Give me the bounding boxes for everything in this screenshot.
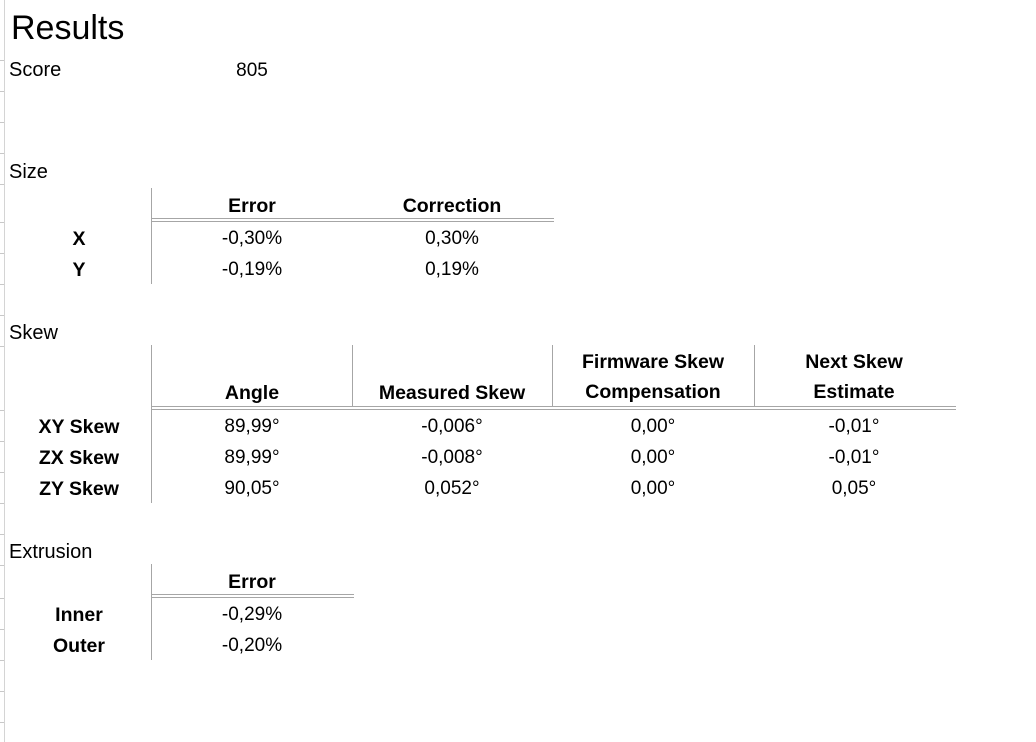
skew-header-firmware-line2: Compensation xyxy=(585,381,721,403)
row-divider xyxy=(0,534,4,535)
row-divider xyxy=(0,184,4,185)
row-divider xyxy=(0,284,4,285)
skew-next-cell[interactable]: 0,05° xyxy=(831,478,877,499)
skew-header-firmware-line1: Firmware Skew xyxy=(582,351,724,373)
skew-measured-cell[interactable]: -0,006° xyxy=(421,416,483,437)
skew-section-label: Skew xyxy=(9,322,58,344)
column-border xyxy=(552,345,553,407)
skew-header-measured: Measured Skew xyxy=(378,382,526,404)
skew-next-cell[interactable]: -0,01° xyxy=(828,447,880,468)
skew-row-label: ZX Skew xyxy=(38,447,120,469)
extrusion-row-label-inner: Inner xyxy=(55,604,103,626)
row-divider xyxy=(0,503,4,504)
skew-angle-cell[interactable]: 89,99° xyxy=(224,416,280,437)
column-border xyxy=(754,345,755,407)
score-label: Score xyxy=(9,59,62,81)
skew-header-next-line1: Next Skew xyxy=(805,351,903,373)
size-row-label-x: X xyxy=(72,228,86,250)
row-divider xyxy=(0,598,4,599)
skew-next-cell[interactable]: -0,01° xyxy=(828,416,880,437)
header-underline xyxy=(152,594,354,598)
page-title: Results xyxy=(11,9,125,47)
skew-firmware-cell[interactable]: 0,00° xyxy=(630,478,676,499)
row-divider xyxy=(0,222,4,223)
row-divider xyxy=(0,565,4,566)
size-section-label: Size xyxy=(9,161,48,183)
skew-firmware-cell[interactable]: 0,00° xyxy=(630,447,676,468)
score-value[interactable]: 805 xyxy=(236,60,268,81)
row-header-gutter xyxy=(0,0,5,742)
row-divider xyxy=(0,660,4,661)
row-divider xyxy=(0,253,4,254)
header-underline xyxy=(152,218,554,222)
row-divider xyxy=(0,629,4,630)
header-underline xyxy=(152,406,956,410)
size-x-correction[interactable]: 0,30% xyxy=(425,228,479,249)
row-divider xyxy=(0,122,4,123)
size-y-error[interactable]: -0,19% xyxy=(221,259,283,280)
row-divider xyxy=(0,153,4,154)
row-divider xyxy=(0,410,4,411)
extrusion-row-label-outer: Outer xyxy=(52,635,105,657)
skew-row-label: XY Skew xyxy=(38,416,120,438)
skew-header-angle: Angle xyxy=(224,382,280,404)
row-divider xyxy=(0,60,4,61)
skew-firmware-cell[interactable]: 0,00° xyxy=(630,416,676,437)
table-border xyxy=(151,345,152,503)
row-divider xyxy=(0,91,4,92)
extrusion-header-error: Error xyxy=(228,571,276,593)
size-header-correction: Correction xyxy=(402,195,502,217)
skew-measured-cell[interactable]: -0,008° xyxy=(421,447,483,468)
row-divider xyxy=(0,472,4,473)
skew-angle-cell[interactable]: 89,99° xyxy=(224,447,280,468)
row-divider xyxy=(0,722,4,723)
skew-angle-cell[interactable]: 90,05° xyxy=(224,478,280,499)
row-divider xyxy=(0,691,4,692)
table-border xyxy=(151,188,152,284)
skew-measured-cell[interactable]: 0,052° xyxy=(424,478,480,499)
row-divider xyxy=(0,441,4,442)
skew-row-label: ZY Skew xyxy=(39,478,119,500)
size-header-error: Error xyxy=(228,195,276,217)
extrusion-inner-error[interactable]: -0,29% xyxy=(221,604,283,625)
size-y-correction[interactable]: 0,19% xyxy=(425,259,479,280)
extrusion-outer-error[interactable]: -0,20% xyxy=(221,635,283,656)
row-divider xyxy=(0,346,4,347)
table-border xyxy=(151,564,152,660)
skew-header-next-line2: Estimate xyxy=(813,381,895,403)
row-divider xyxy=(0,315,4,316)
size-row-label-y: Y xyxy=(72,259,86,281)
size-x-error[interactable]: -0,30% xyxy=(221,228,283,249)
column-border xyxy=(352,345,353,407)
extrusion-section-label: Extrusion xyxy=(9,541,93,563)
